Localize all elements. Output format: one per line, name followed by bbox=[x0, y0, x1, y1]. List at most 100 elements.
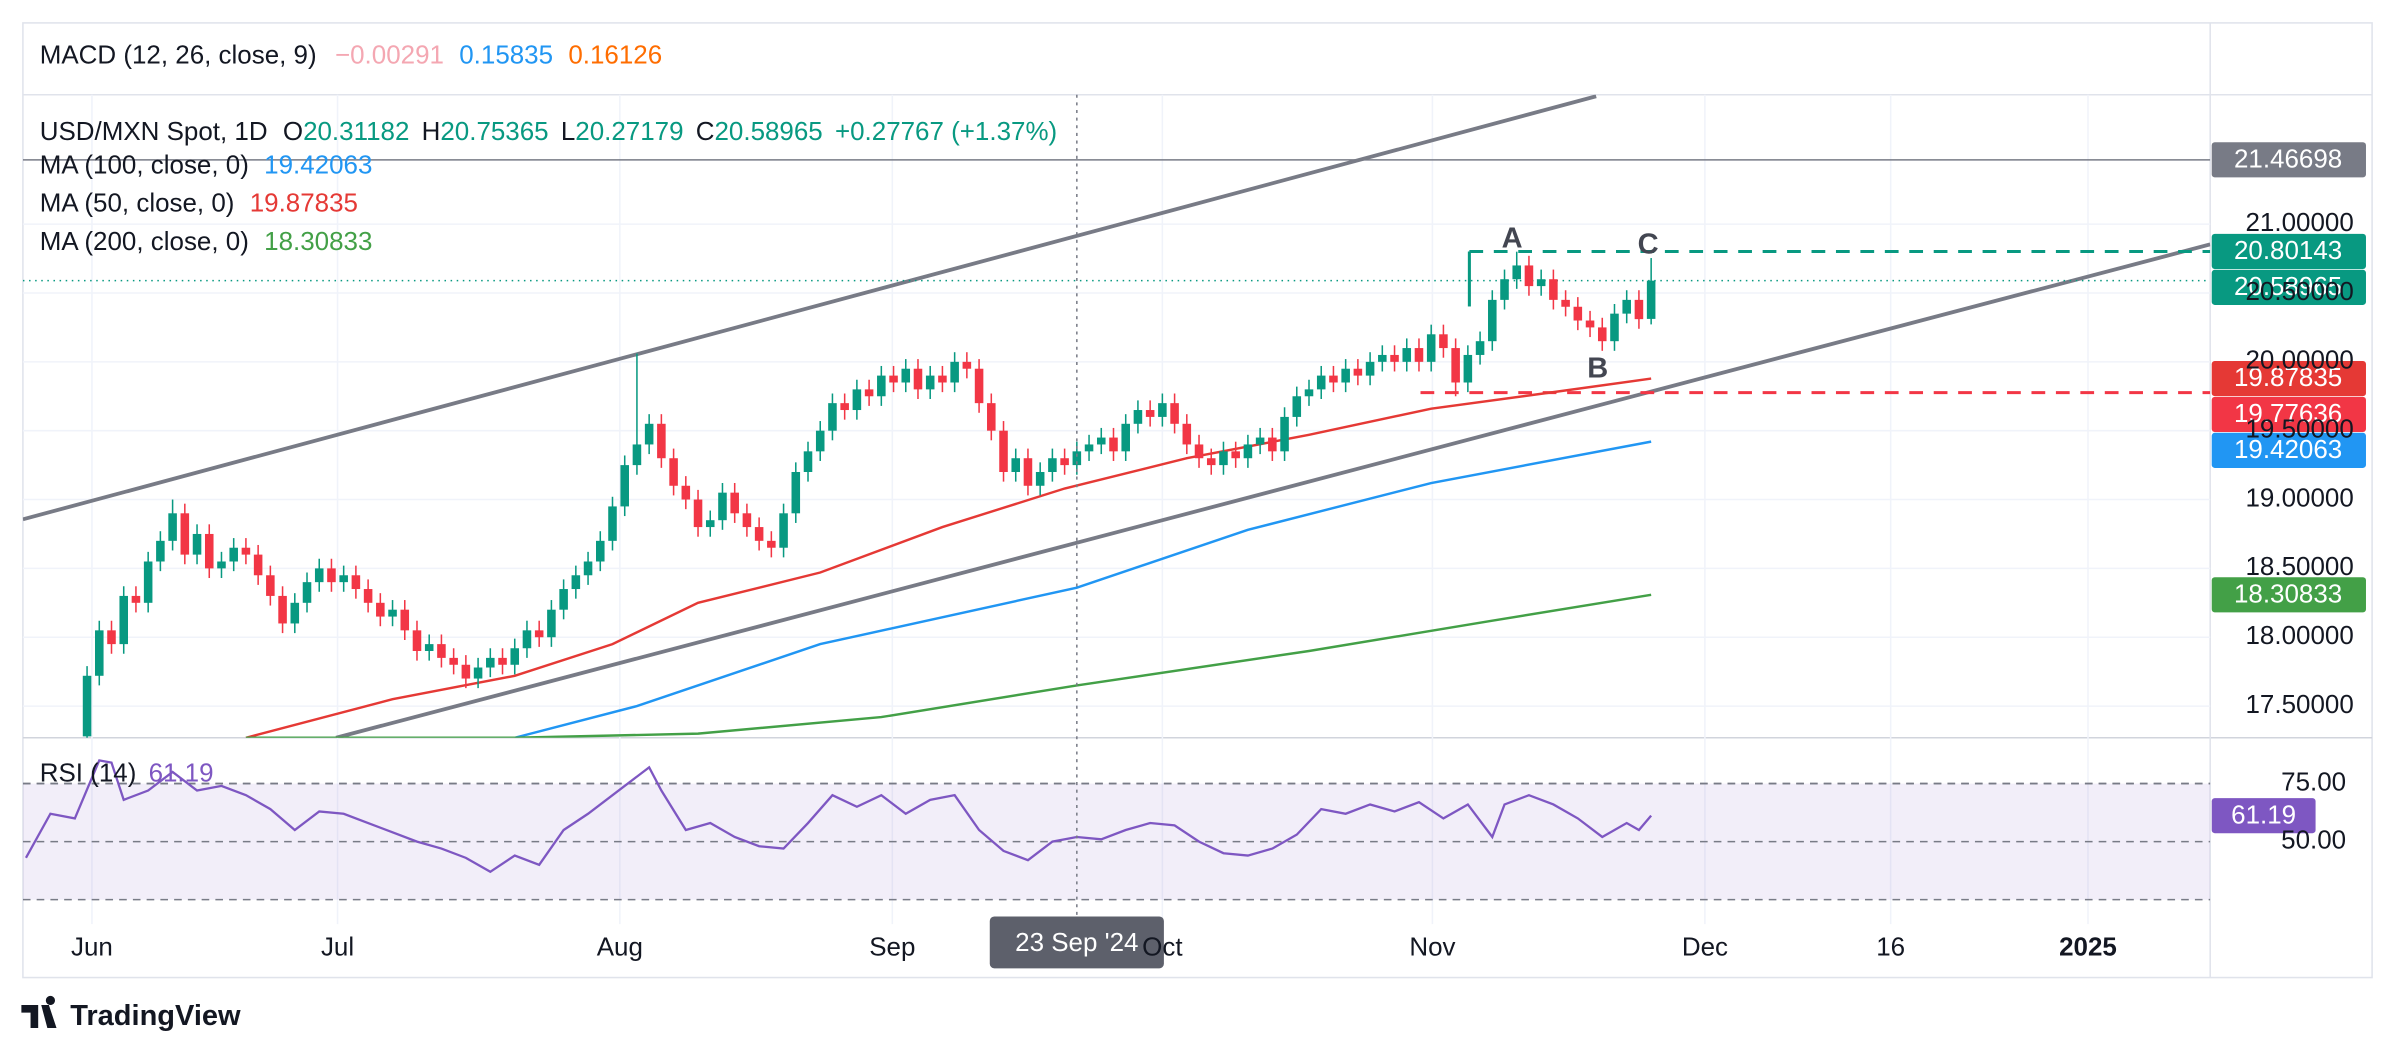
candle-body bbox=[669, 458, 678, 486]
plot-area bbox=[22, 94, 2211, 738]
rsi-area bbox=[22, 759, 2211, 901]
y-tick-label: 20.50000 bbox=[2246, 276, 2354, 306]
candle-body bbox=[1170, 403, 1179, 424]
crosshair-tooltip bbox=[989, 916, 1164, 969]
candle-body bbox=[1219, 451, 1228, 466]
candle-body bbox=[803, 451, 813, 472]
candle-body bbox=[327, 568, 336, 583]
candle-body bbox=[522, 630, 532, 649]
channel-lower bbox=[335, 242, 2211, 738]
wave-label: B bbox=[1587, 352, 1608, 384]
candle-body bbox=[1292, 396, 1302, 417]
candle-body bbox=[266, 575, 275, 596]
candle-body bbox=[1268, 437, 1277, 452]
candle-body bbox=[119, 595, 128, 645]
rsi-tag-label: 61.19 bbox=[2231, 799, 2296, 829]
candle-body bbox=[180, 513, 190, 555]
candle-body bbox=[1463, 354, 1473, 383]
ma-legend: MA (100, close, 0) 19.42063 bbox=[40, 149, 373, 179]
crosshair-date: 23 Sep '24 bbox=[1015, 927, 1138, 957]
ma-value: 18.30833 bbox=[264, 226, 372, 256]
price-tag bbox=[2211, 577, 2366, 613]
candle-body bbox=[1194, 444, 1204, 459]
candle-body bbox=[1096, 437, 1106, 445]
candle-body bbox=[925, 375, 935, 390]
candle-body bbox=[1500, 279, 1509, 300]
price-tag-label: 20.80143 bbox=[2234, 235, 2342, 265]
rsi-marks bbox=[22, 759, 2211, 901]
candle-body bbox=[1402, 348, 1412, 362]
candle-body bbox=[913, 368, 923, 390]
ma-name: MA (100, close, 0) bbox=[40, 149, 249, 179]
candle-body bbox=[534, 630, 544, 638]
price-tag bbox=[2211, 361, 2366, 397]
candle-body bbox=[1231, 451, 1240, 459]
candle-body bbox=[1182, 423, 1192, 445]
candle-body bbox=[1549, 279, 1558, 300]
candle-body bbox=[1060, 458, 1069, 466]
candle-body bbox=[681, 485, 691, 500]
y-tick-label: 18.00000 bbox=[2246, 620, 2354, 650]
candle-body bbox=[1133, 410, 1143, 424]
ma-legend: MA (200, close, 0) 18.30833 bbox=[40, 226, 373, 256]
candle-body bbox=[767, 540, 776, 548]
price-tag-label: 20.58965 bbox=[2234, 271, 2342, 301]
candle-body bbox=[1426, 334, 1436, 362]
grid bbox=[22, 94, 2211, 925]
candle-body bbox=[1084, 444, 1094, 452]
candle-body bbox=[424, 644, 434, 652]
symbol: USD/MXN Spot, 1D bbox=[40, 116, 268, 146]
candle-body bbox=[596, 540, 605, 562]
y-tick-label: 21.00000 bbox=[2246, 207, 2354, 237]
candle-body bbox=[1573, 306, 1583, 321]
price-marks bbox=[22, 159, 2211, 738]
candle-body bbox=[449, 657, 458, 665]
price-tag bbox=[2211, 432, 2366, 468]
candle-body bbox=[901, 368, 911, 383]
candle-body bbox=[437, 644, 446, 658]
y-tick-label: 17.50000 bbox=[2246, 689, 2354, 719]
ma-value: 19.42063 bbox=[264, 149, 372, 179]
price-tag-label: 21.46698 bbox=[2234, 143, 2342, 173]
ohlc-key: C bbox=[696, 116, 715, 146]
candle-body bbox=[1536, 279, 1546, 287]
candle-body bbox=[1280, 416, 1289, 452]
candle-body bbox=[1145, 410, 1155, 417]
rsi-title: RSI (14) bbox=[40, 757, 137, 787]
logo-icon bbox=[21, 995, 57, 1028]
candle-body bbox=[351, 575, 361, 590]
candle-body bbox=[742, 513, 752, 528]
candle-body bbox=[1023, 458, 1033, 486]
candle-body bbox=[278, 595, 287, 624]
candle-body bbox=[1597, 327, 1607, 342]
candle-body bbox=[815, 430, 825, 452]
wave-label: A bbox=[1502, 222, 1523, 254]
candle-body bbox=[779, 513, 788, 548]
candle-body bbox=[204, 533, 214, 569]
candle-body bbox=[486, 657, 495, 668]
candle-body bbox=[510, 648, 520, 665]
x-tick-label: Oct bbox=[1142, 931, 1183, 961]
candle-body bbox=[1475, 341, 1485, 355]
moving-average bbox=[245, 593, 1652, 738]
candle-body bbox=[1035, 471, 1045, 486]
candle-body bbox=[376, 602, 385, 617]
candle-body bbox=[1109, 437, 1118, 452]
y-tick-label: 18.50000 bbox=[2246, 551, 2354, 581]
candle-body bbox=[302, 582, 312, 603]
candle-body bbox=[938, 375, 947, 383]
ohlc-value: 20.58965 bbox=[714, 116, 822, 146]
candle-body bbox=[693, 499, 703, 528]
x-tick-label: Sep bbox=[869, 931, 915, 961]
x-tick-label: Aug bbox=[597, 931, 643, 961]
price-tag bbox=[2211, 269, 2366, 305]
rsi-tag bbox=[2211, 798, 2316, 834]
candle-body bbox=[1072, 451, 1082, 466]
brand: TradingView bbox=[70, 1000, 241, 1032]
price-tags: 21.46698 20.80143 20.58965 19.87835 19.77636… bbox=[2211, 142, 2366, 834]
candle-body bbox=[168, 513, 177, 541]
macd-value: 0.16126 bbox=[568, 39, 662, 69]
candle-body bbox=[889, 375, 898, 383]
price-tag-label: 19.42063 bbox=[2234, 434, 2342, 464]
price-tag bbox=[2211, 396, 2366, 433]
